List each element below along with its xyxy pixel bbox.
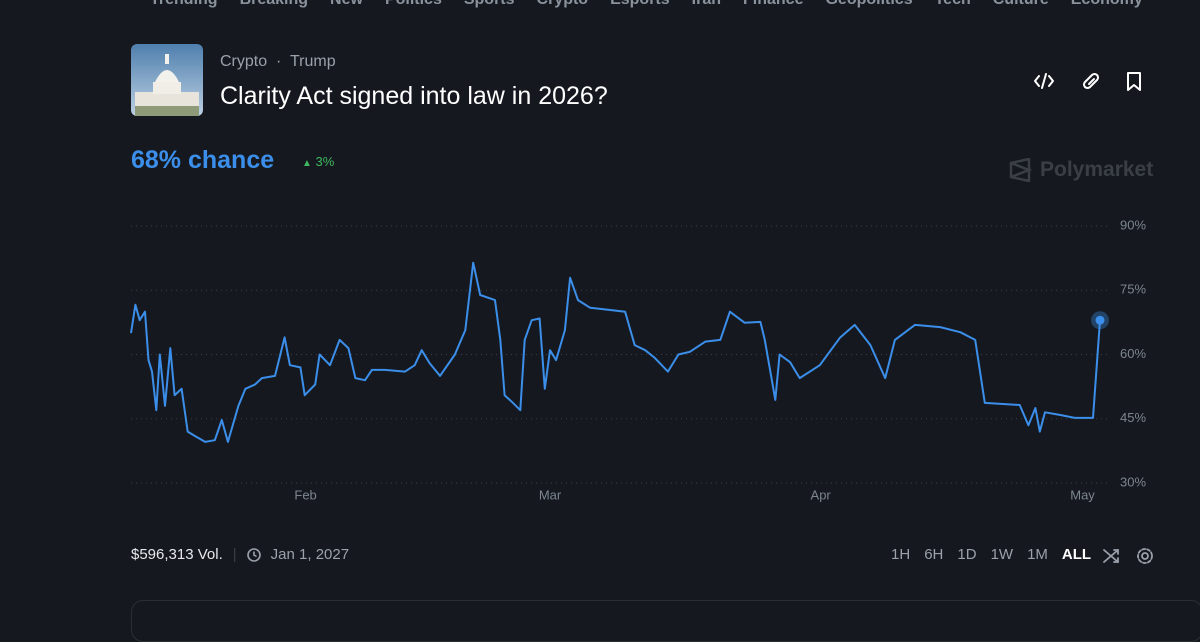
range-button[interactable]: 1D bbox=[957, 546, 977, 563]
x-tick-label: Mar bbox=[539, 487, 562, 502]
y-tick-label: 75% bbox=[1120, 282, 1146, 297]
y-tick-label: 90% bbox=[1120, 217, 1146, 232]
range-button[interactable]: ALL bbox=[1061, 546, 1092, 563]
nav-item[interactable]: Economy bbox=[1071, 0, 1143, 9]
chance: 68% chance bbox=[131, 146, 275, 174]
top-nav: Trending Breaking New Politics Sports Crypto E… bbox=[150, 0, 1143, 9]
market-image bbox=[131, 44, 203, 116]
tag[interactable]: Crypto bbox=[220, 53, 268, 70]
end-dot bbox=[1095, 315, 1105, 325]
nav-item[interactable]: New bbox=[330, 0, 363, 9]
footer-info: $596,313 Vol. | Jan 1, 2027 bbox=[131, 546, 350, 563]
nav-item[interactable]: Trending bbox=[150, 0, 218, 9]
next-panel bbox=[131, 600, 1200, 642]
brand-logo bbox=[1009, 158, 1032, 182]
nav-item[interactable]: Finance bbox=[743, 0, 803, 9]
x-tick-label: May bbox=[1070, 487, 1095, 502]
tag[interactable]: Trump bbox=[289, 53, 336, 70]
nav-item[interactable]: Breaking bbox=[240, 0, 308, 9]
x-tick-label: Feb bbox=[294, 487, 316, 502]
settings-icon[interactable] bbox=[1137, 548, 1153, 564]
clock-icon bbox=[246, 547, 261, 562]
nav-item[interactable]: Iran bbox=[692, 0, 721, 9]
y-tick-label: 45% bbox=[1120, 410, 1146, 425]
embed-icon[interactable] bbox=[1034, 73, 1054, 89]
price-line bbox=[130, 261, 1101, 443]
action-icons bbox=[1034, 72, 1141, 91]
nav-item[interactable]: Politics bbox=[385, 0, 442, 9]
chart: 30% 45% 60% 75% 90% Feb Mar Apr May bbox=[130, 217, 1146, 502]
brand-name: Polymarket bbox=[1040, 158, 1154, 181]
end-date: Jan 1, 2027 bbox=[270, 546, 350, 563]
range-buttons: 1H 6H 1D 1W 1M ALL bbox=[891, 546, 1091, 563]
link-icon[interactable] bbox=[1082, 72, 1100, 90]
nav-item[interactable]: Sports bbox=[464, 0, 515, 9]
shuffle-icon[interactable] bbox=[1103, 549, 1119, 563]
change-value: 3% bbox=[315, 154, 335, 169]
page: Trending Breaking New Politics Sports Crypto E… bbox=[130, 0, 1200, 642]
range-button[interactable]: 1W bbox=[990, 546, 1014, 563]
nav-item[interactable]: Esports bbox=[610, 0, 670, 9]
brand: Polymarket bbox=[1008, 158, 1153, 182]
tags: Crypto · Trump bbox=[220, 53, 336, 70]
nav-item[interactable]: Culture bbox=[993, 0, 1049, 9]
nav-item[interactable]: Crypto bbox=[537, 0, 589, 9]
chart-controls bbox=[1103, 548, 1153, 564]
y-tick-label: 30% bbox=[1120, 474, 1146, 489]
change: ▲ 3% bbox=[302, 154, 335, 169]
range-button[interactable]: 1M bbox=[1027, 546, 1048, 563]
range-button[interactable]: 6H bbox=[924, 546, 944, 563]
x-tick-label: Apr bbox=[811, 487, 832, 502]
bookmark-icon[interactable] bbox=[1127, 72, 1141, 91]
range-button[interactable]: 1H bbox=[891, 546, 911, 563]
market-title: Clarity Act signed into law in 2026? bbox=[220, 82, 608, 110]
y-tick-label: 60% bbox=[1120, 346, 1146, 361]
nav-item[interactable]: Geopolitics bbox=[825, 0, 912, 9]
nav-item[interactable]: Tech bbox=[935, 0, 971, 9]
volume: $596,313 Vol. bbox=[131, 546, 223, 563]
